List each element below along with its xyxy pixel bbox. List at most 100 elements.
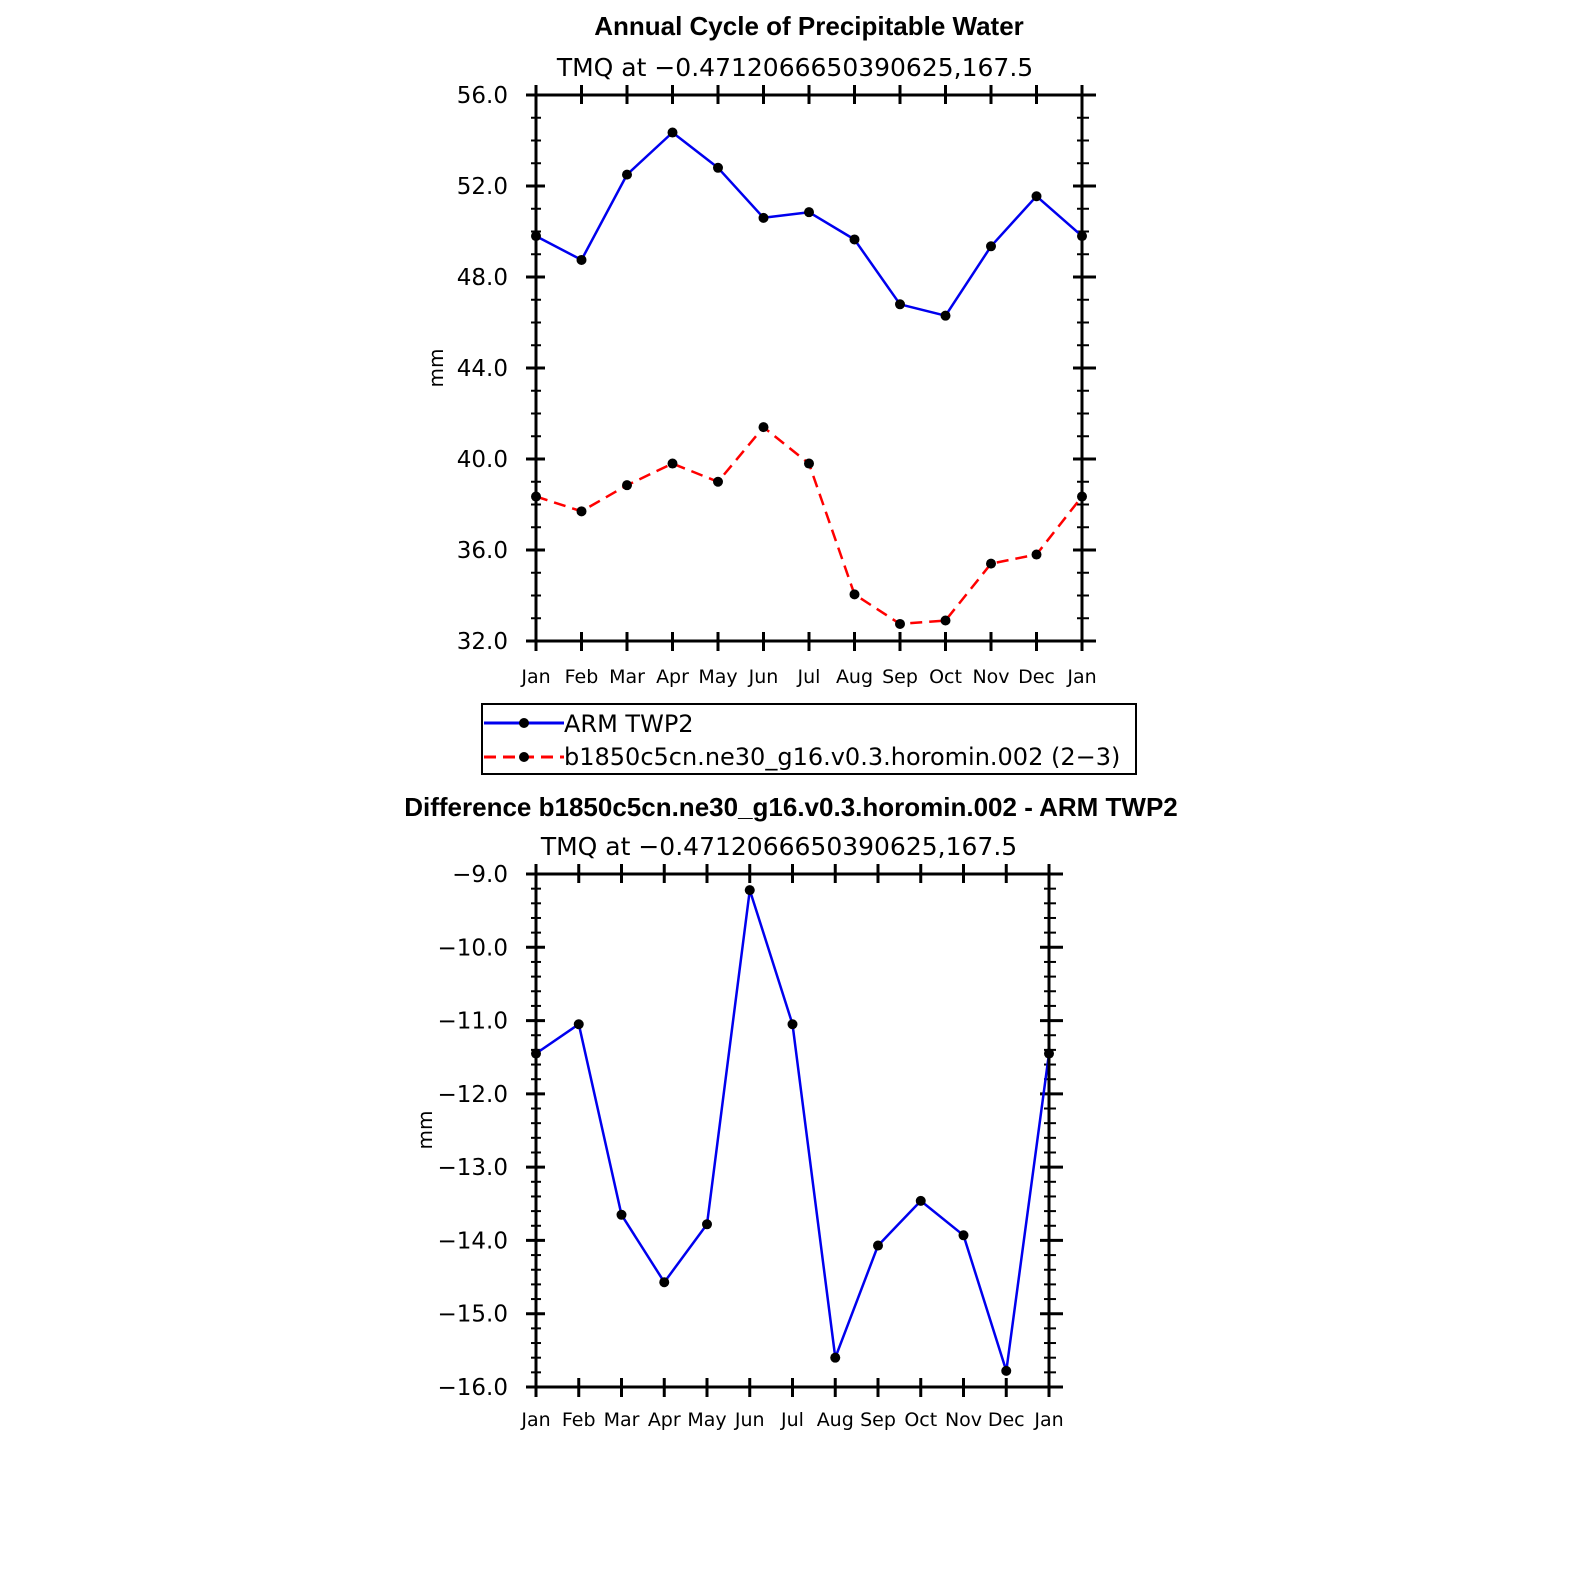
chart1-series-0-point (804, 207, 814, 218)
chart1-y-tick-label: 56.0 (457, 83, 508, 109)
chart2-ylabel: mm (413, 1111, 437, 1150)
chart2-x-tick-label: Mar (604, 1409, 640, 1431)
chart1-y-tick-label: 40.0 (457, 447, 508, 473)
chart1-series-1-point (622, 480, 632, 491)
chart2-series-0-point (702, 1219, 712, 1230)
chart1-series-line-1 (535, 425, 1083, 626)
chart2-ticks (526, 864, 1063, 1397)
chart1-series-1-point (849, 589, 860, 600)
chart1-series-0-point (758, 212, 769, 223)
chart2-series-0-point (787, 1019, 798, 1030)
chart1-y-tick-label: 32.0 (457, 629, 508, 655)
chart1-subtitle: TMQ at −0.4712066650390625,167.5 (556, 53, 1033, 82)
chart2-x-tick-label: Jul (780, 1409, 804, 1431)
chart2-x-tick-label: Dec (988, 1409, 1025, 1431)
chart2-subtitle: TMQ at −0.4712066650390625,167.5 (540, 832, 1017, 861)
chart1-series-1-point (758, 422, 769, 433)
chart2-series-0-point (915, 1195, 926, 1206)
chart1-x-tick-labels: Jan Feb Mar Apr May Jun Jul Aug Sep Oct Nov Dec Jan (520, 666, 1096, 688)
chart2-series-0-point (616, 1209, 627, 1220)
chart2-y-tick-label: −15.0 (438, 1302, 508, 1328)
chart1-x-tick-label: Jan (520, 666, 550, 688)
chart2-y-tick-label: −10.0 (438, 935, 508, 961)
chart2-series-0-point (1001, 1365, 1012, 1376)
legend-entry-arm-twp2: ARM TWP2 (564, 710, 694, 738)
chart1-series-1-point (1031, 549, 1042, 560)
chart2-y-tick-label: −9.0 (452, 862, 508, 888)
chart1-series-line-0 (535, 131, 1083, 317)
chart2-plot-frame (534, 872, 1051, 1389)
chart1-plot-frame (534, 93, 1084, 643)
chart1-x-tick-label: Aug (836, 666, 873, 688)
chart1-series-0-point (576, 254, 587, 265)
chart1-y-tick-label: 36.0 (457, 538, 508, 564)
chart1-x-tick-label: Dec (1018, 666, 1055, 688)
chart1-series-1-point (986, 558, 996, 569)
chart1-series-1-point (667, 458, 678, 469)
chart1-series-0-point (895, 299, 905, 310)
chart1-series-0-point (1031, 191, 1042, 202)
chart1-series-0-point (713, 162, 723, 173)
chart2-series-line-0 (535, 888, 1051, 1373)
chart2-x-tick-label: Jun (734, 1409, 765, 1431)
chart2-y-tick-label: −13.0 (438, 1155, 508, 1181)
legend-marker-model (519, 752, 529, 762)
chart1-x-tick-label: Jul (797, 666, 821, 688)
chart2-series-0-point (958, 1230, 969, 1241)
chart2-y-tick-label: −11.0 (438, 1009, 508, 1035)
chart1-y-tick-labels: 32.0 36.0 40.0 44.0 48.0 52.0 56.0 (457, 83, 508, 655)
chart2-x-tick-label: Oct (904, 1409, 937, 1431)
chart2-series-0-point (744, 885, 755, 896)
chart2-x-tick-label: Jan (1033, 1409, 1063, 1431)
chart1-ylabel: mm (424, 349, 448, 388)
chart2-x-tick-label: Aug (817, 1409, 854, 1431)
chart1-series (531, 127, 1087, 629)
chart2-series-0-point (573, 1019, 584, 1030)
chart1-series-0-point (622, 169, 632, 180)
legend-entry-model: b1850c5cn.ne30_g16.v0.3.horomin.002 (2−3… (564, 743, 1120, 771)
chart1-ticks (526, 85, 1096, 651)
chart1-y-tick-label: 44.0 (457, 356, 508, 382)
chart2-x-tick-labels: Jan Feb Mar Apr May Jun Jul Aug Sep Oct Nov Dec Jan (520, 1409, 1063, 1431)
chart2-x-tick-label: Apr (648, 1409, 681, 1431)
chart2-series (531, 885, 1054, 1376)
chart1-series-0-point (849, 234, 860, 245)
chart1-x-tick-label: Jun (748, 666, 779, 688)
chart1-title: Annual Cycle of Precipitable Water (594, 11, 1024, 41)
chart1-series-0-point (986, 241, 996, 252)
chart1-series-1-point (576, 506, 587, 517)
chart1-x-tick-label: Apr (656, 666, 689, 688)
chart1-series-0-point (940, 310, 951, 321)
chart2-series-0-point (873, 1240, 883, 1251)
chart1-legend: ARM TWP2 b1850c5cn.ne30_g16.v0.3.horomin… (481, 703, 1137, 775)
chart2-series-0-point (659, 1277, 670, 1288)
chart1-y-tick-label: 52.0 (457, 174, 508, 200)
chart1-series-1-point (895, 618, 905, 629)
chart1-series-1-point (713, 476, 723, 487)
chart2-y-tick-label: −12.0 (438, 1082, 508, 1108)
chart1-series-0-point (667, 127, 678, 138)
chart1-x-tick-label: Feb (565, 666, 599, 688)
chart2-y-tick-label: −16.0 (438, 1375, 508, 1401)
chart2-y-tick-label: −14.0 (438, 1228, 508, 1254)
chart1-series-1-point (804, 458, 814, 469)
legend-marker-arm-twp2 (519, 718, 529, 728)
legend-box (481, 703, 1137, 775)
chart1-x-tick-label: Jan (1066, 666, 1096, 688)
chart2-x-tick-label: Feb (562, 1409, 596, 1431)
chart1-y-tick-label: 48.0 (457, 265, 508, 291)
chart2-x-tick-label: Nov (945, 1409, 982, 1431)
chart2-y-tick-labels: −16.0 −15.0 −14.0 −13.0 −12.0 −11.0 −10.0 −9.0 (438, 862, 508, 1401)
chart1-series-1-point (940, 615, 951, 626)
chart2-series-0-point (830, 1352, 841, 1363)
chart1-x-tick-label: Sep (882, 666, 918, 688)
chart1-x-tick-label: Mar (609, 666, 645, 688)
chart2-x-tick-label: May (687, 1409, 726, 1431)
chart1-x-tick-label: Nov (972, 666, 1009, 688)
chart2-x-tick-label: Sep (860, 1409, 896, 1431)
chart1-x-tick-label: Oct (929, 666, 962, 688)
chart2-title: Difference b1850c5cn.ne30_g16.v0.3.horom… (404, 792, 1178, 822)
chart1-x-tick-label: May (698, 666, 737, 688)
chart2-x-tick-label: Jan (520, 1409, 550, 1431)
